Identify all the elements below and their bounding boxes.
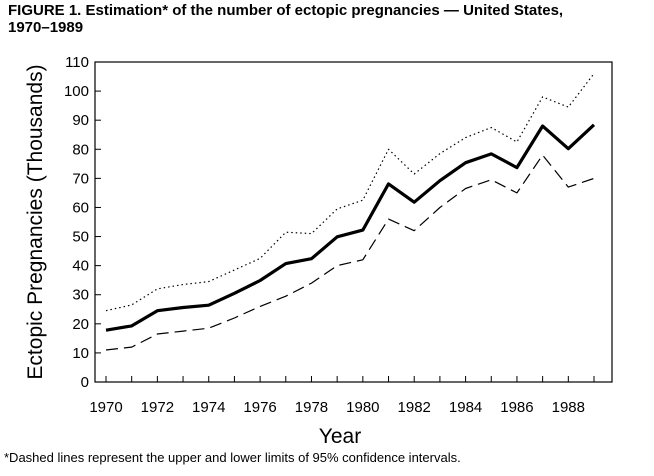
y-tick-label: 10 (72, 345, 89, 362)
upper-limit-line (105, 73, 595, 312)
y-tick-label: 20 (72, 316, 89, 333)
x-tick-label: 1972 (141, 399, 174, 416)
x-tick-label: 1978 (295, 399, 328, 416)
title-line-1: FIGURE 1. Estimation* of the number of e… (8, 2, 564, 19)
y-tick-label: 90 (72, 112, 89, 129)
x-tick-label: 1988 (552, 399, 585, 416)
x-tick-label: 1980 (346, 399, 379, 416)
estimate-line (105, 123, 596, 332)
footnote: *Dashed lines represent the upper and lo… (4, 450, 461, 465)
chart-series-lines (105, 73, 596, 351)
y-axis-title: Ectopic Pregnancies (Thousands) (24, 64, 47, 379)
figure-title: FIGURE 1. Estimation* of the number of e… (8, 2, 648, 36)
y-tick-label: 60 (72, 199, 89, 216)
lower-limit-line (105, 154, 595, 351)
x-tick-label: 1976 (243, 399, 276, 416)
plot-frame (94, 61, 613, 383)
y-tick-label: 50 (72, 229, 89, 246)
chart-axes (94, 61, 613, 383)
chart-ticks: 0 10 20 30 40 50 60 70 80 90 100 110 1970 1972 1974 197… (64, 54, 595, 416)
x-tick-label: 1974 (192, 399, 225, 416)
x-tick-label: 1982 (398, 399, 431, 416)
y-tick-label: 0 (81, 374, 89, 391)
y-tick-label: 70 (72, 170, 89, 187)
x-tick-label: 1984 (449, 399, 482, 416)
y-tick-label: 40 (72, 258, 89, 275)
y-tick-label: 110 (65, 54, 89, 71)
y-tick-label: 30 (72, 287, 89, 304)
y-tick-label: 100 (64, 83, 89, 100)
x-tick-label: 1970 (89, 399, 122, 416)
x-tick-label: 1986 (500, 399, 533, 416)
y-tick-label: 80 (72, 141, 89, 158)
x-axis-title: Year (319, 425, 361, 448)
title-line-2: 1970–1989 (8, 19, 84, 36)
